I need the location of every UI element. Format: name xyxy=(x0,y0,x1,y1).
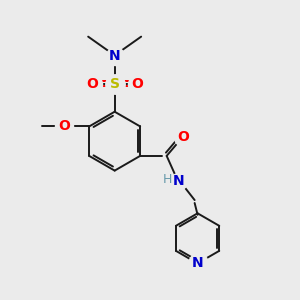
Text: O: O xyxy=(177,130,189,144)
Text: O: O xyxy=(87,77,98,91)
Text: N: N xyxy=(192,256,203,270)
Text: N: N xyxy=(109,49,121,63)
Text: H: H xyxy=(163,173,172,186)
Text: O: O xyxy=(58,119,70,134)
Text: S: S xyxy=(110,77,120,91)
Text: N: N xyxy=(173,174,185,188)
Text: O: O xyxy=(131,77,143,91)
